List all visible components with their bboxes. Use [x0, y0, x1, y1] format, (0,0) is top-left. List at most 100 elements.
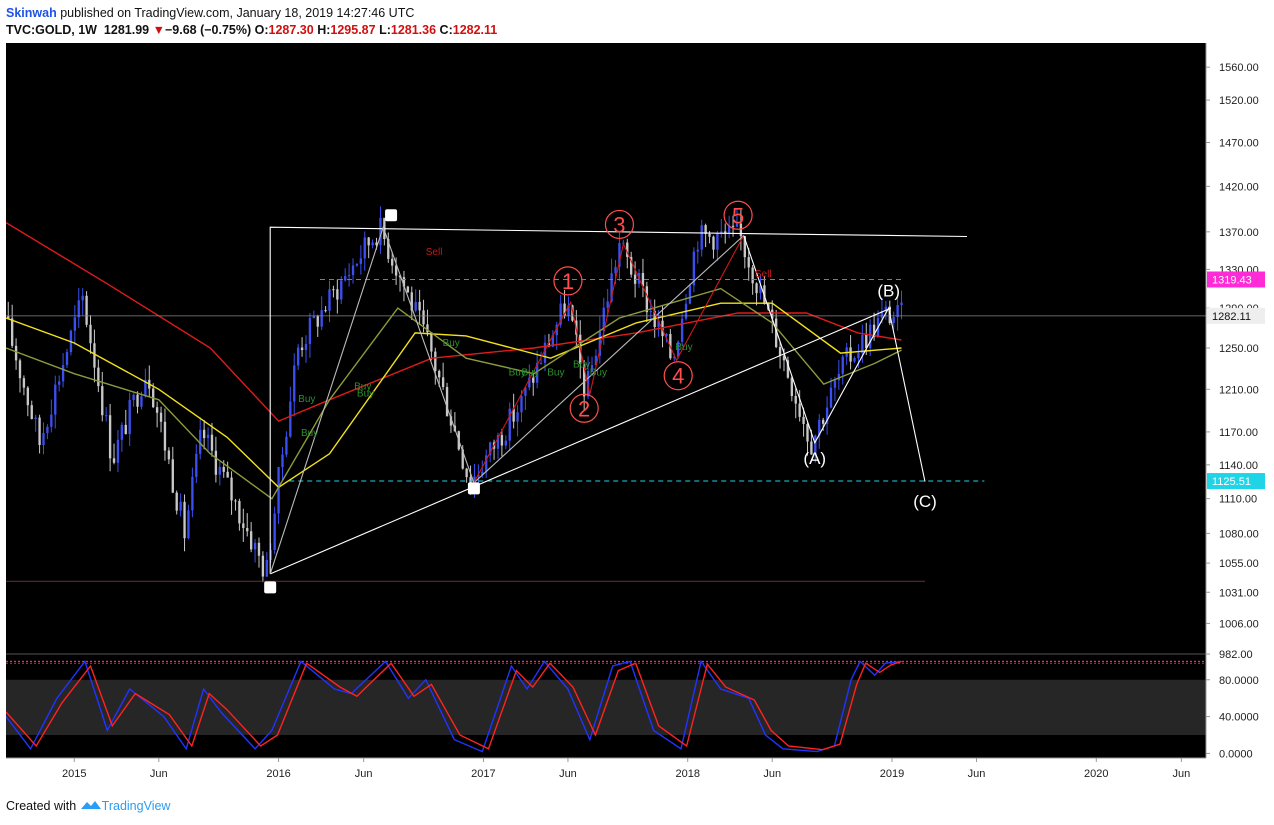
candle-body: [434, 351, 437, 371]
price-tick-label: 982.00: [1219, 649, 1253, 661]
candle-body: [833, 380, 837, 388]
time-tick-label: Jun: [763, 768, 781, 780]
candle-body: [445, 387, 449, 417]
wave-trend-line: [269, 226, 968, 574]
candle-body: [293, 365, 296, 402]
candle-body: [821, 419, 825, 424]
price-tick-label: 1250.00: [1219, 343, 1259, 355]
chart-header: Skinwah published on TradingView.com, Ja…: [6, 4, 1268, 40]
candle-body: [747, 257, 750, 268]
price-tick-label: 1080.00: [1219, 528, 1259, 540]
candle-body: [261, 555, 265, 577]
candle-body: [320, 310, 323, 327]
candle-body: [230, 477, 233, 501]
candle-body: [563, 303, 566, 316]
tradingview-logo-icon: [80, 801, 101, 809]
candle-body: [782, 355, 786, 361]
candle-body: [892, 317, 895, 324]
signal-label: Buy: [590, 368, 607, 379]
stoch-tick-label: 80.0000: [1219, 675, 1259, 687]
candle-body: [375, 242, 378, 246]
candle-body: [163, 421, 167, 451]
time-tick-label: Jun: [150, 768, 168, 780]
candle-body: [124, 424, 127, 435]
candle-body: [155, 407, 159, 413]
candle-body: [641, 273, 645, 287]
candle-body: [394, 265, 398, 276]
wave-label: (A): [803, 449, 826, 468]
candle-body: [93, 343, 96, 368]
candle-body: [77, 300, 80, 318]
ohlc-line: TVC:GOLD, 1W 1281.99 ▼−9.68 (−0.75%) O:1…: [6, 23, 497, 37]
candle-body: [743, 236, 746, 258]
low-value: 1281.36: [390, 23, 437, 37]
candle-body: [46, 426, 49, 434]
candle-body: [206, 434, 210, 439]
support-tag: [1207, 473, 1265, 490]
candle-body: [10, 318, 14, 346]
candle-body: [89, 324, 92, 344]
candle-body: [559, 303, 562, 325]
candle-body: [73, 317, 77, 331]
candle-body: [688, 285, 692, 304]
candle-body: [304, 344, 308, 351]
signal-label: Buy: [357, 389, 374, 400]
candle-body: [183, 501, 186, 539]
candle-body: [187, 510, 190, 539]
candle-body: [673, 356, 676, 359]
pivot-marker: [467, 482, 480, 495]
price-tick-label: 1370.00: [1219, 227, 1259, 239]
open-value: 1287.30: [268, 23, 314, 37]
candle-body: [308, 318, 312, 345]
candle-body: [273, 513, 276, 550]
candle-body: [34, 417, 37, 419]
tradingview-brand[interactable]: TradingView: [101, 799, 171, 813]
candle-body: [202, 429, 206, 439]
candle-body: [759, 285, 762, 294]
candle-body: [402, 277, 406, 287]
candle-body: [340, 280, 343, 300]
candle-body: [65, 352, 69, 366]
candle-body: [120, 424, 124, 440]
candle-body: [222, 467, 225, 472]
candle-body: [312, 316, 316, 319]
candle-body: [81, 295, 84, 301]
candle-body: [351, 265, 355, 276]
candle-body: [179, 501, 182, 511]
stochastic-line: [6, 660, 902, 751]
candle-body: [794, 396, 797, 404]
wave-circle: [569, 393, 599, 423]
candle-body: [810, 441, 813, 455]
time-tick-label: 2019: [880, 768, 904, 780]
candle-body: [751, 267, 754, 284]
candle-body: [818, 419, 821, 436]
signal-label: Buy: [521, 368, 538, 379]
candle-body: [116, 439, 120, 463]
price-tick-label: 1031.00: [1219, 587, 1259, 599]
symbol-label: TVC:GOLD, 1W: [6, 23, 97, 37]
candle-body: [704, 225, 707, 234]
candle-body: [645, 286, 649, 313]
candle-body: [410, 292, 413, 311]
close-label: C:: [439, 23, 453, 37]
candle-body: [336, 289, 339, 300]
signal-label: Buy: [298, 394, 315, 405]
candle-body: [716, 233, 719, 250]
candle-body: [379, 217, 382, 246]
candle-body: [140, 396, 143, 407]
author-name[interactable]: Skinwah: [6, 6, 57, 20]
candle-body: [626, 242, 629, 257]
candle-body: [485, 455, 488, 472]
candle-body: [802, 416, 805, 425]
candle-body: [441, 377, 445, 388]
candle-body: [108, 415, 112, 459]
candle-body: [85, 295, 88, 325]
candle-body: [316, 316, 319, 327]
candle-body: [465, 468, 468, 478]
candle-body: [449, 416, 453, 426]
candle-body: [594, 355, 598, 366]
time-tick-label: Jun: [968, 768, 986, 780]
price-tick-label: 1420.00: [1219, 181, 1259, 193]
